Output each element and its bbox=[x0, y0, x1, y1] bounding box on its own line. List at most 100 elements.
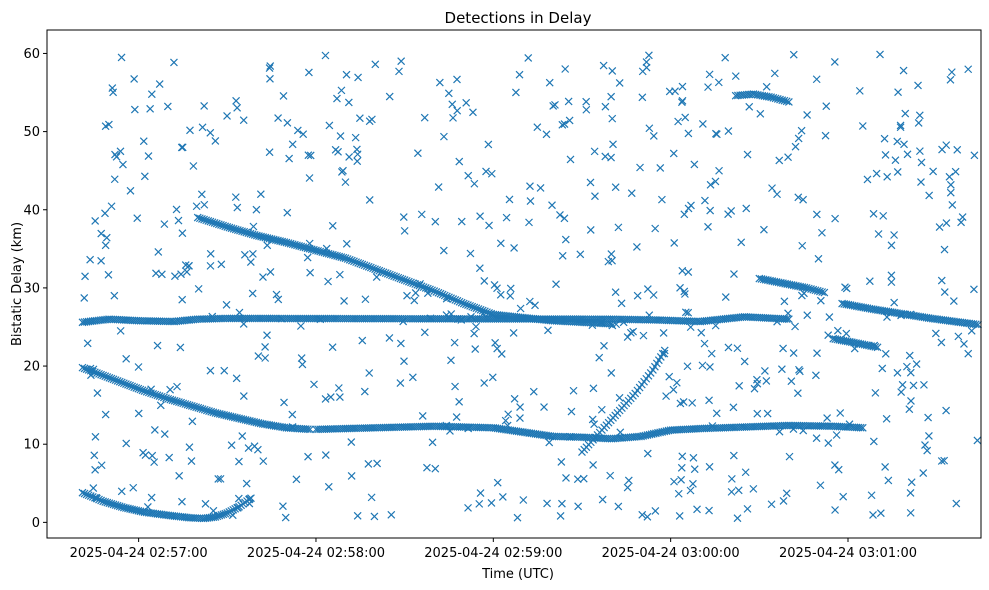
noise-point bbox=[533, 123, 542, 132]
track-point bbox=[354, 258, 363, 267]
noise-point bbox=[683, 362, 692, 371]
noise-point bbox=[787, 377, 796, 386]
noise-point bbox=[147, 385, 156, 394]
noise-point bbox=[970, 151, 979, 160]
track-point bbox=[204, 216, 213, 225]
noise-point bbox=[753, 379, 762, 388]
noise-point bbox=[600, 341, 608, 350]
noise-point bbox=[335, 270, 344, 279]
noise-point bbox=[220, 366, 229, 375]
noise-point bbox=[636, 163, 644, 172]
noise-point bbox=[345, 153, 354, 161]
noise-point bbox=[887, 271, 896, 280]
noise-point bbox=[249, 222, 258, 231]
noise-point bbox=[288, 423, 297, 431]
noise-point bbox=[576, 250, 585, 259]
noise-point bbox=[178, 497, 186, 506]
noise-point bbox=[907, 397, 915, 405]
noise-point bbox=[608, 256, 616, 265]
noise-point bbox=[608, 67, 617, 75]
noise-point bbox=[816, 481, 825, 490]
noise-point bbox=[836, 409, 845, 417]
track-point bbox=[407, 278, 415, 287]
noise-point bbox=[148, 451, 157, 460]
track-point bbox=[402, 276, 411, 285]
noise-point bbox=[887, 278, 896, 287]
noise-point bbox=[347, 472, 356, 480]
noise-point bbox=[154, 247, 163, 256]
noise-point bbox=[347, 438, 356, 446]
noise-point bbox=[211, 137, 220, 145]
noise-point bbox=[914, 119, 923, 127]
noise-point bbox=[239, 319, 248, 328]
noise-point bbox=[548, 201, 556, 210]
noise-point bbox=[545, 438, 554, 447]
noise-point bbox=[601, 102, 610, 111]
noise-point bbox=[371, 60, 380, 69]
noise-point bbox=[823, 414, 832, 422]
noise-point bbox=[591, 192, 599, 201]
noise-point bbox=[812, 210, 821, 219]
noise-point bbox=[800, 289, 808, 298]
track-point bbox=[200, 405, 209, 414]
track-point bbox=[347, 256, 356, 265]
noise-point bbox=[638, 93, 647, 102]
noise-point bbox=[896, 121, 905, 130]
noise-point bbox=[724, 343, 733, 352]
noise-point bbox=[418, 412, 427, 420]
noise-point bbox=[651, 224, 660, 233]
noise-point bbox=[86, 371, 95, 380]
noise-point bbox=[566, 155, 575, 164]
noise-point bbox=[883, 313, 891, 322]
noise-point bbox=[321, 394, 330, 403]
noise-point bbox=[238, 432, 247, 441]
noise-point bbox=[588, 415, 597, 424]
track-point bbox=[142, 387, 151, 396]
noise-point bbox=[561, 65, 570, 73]
noise-point bbox=[153, 341, 162, 350]
track-point bbox=[436, 289, 445, 298]
y-tick-label: 10 bbox=[23, 438, 40, 453]
noise-point bbox=[909, 381, 918, 390]
noise-point bbox=[355, 114, 364, 123]
noise-point bbox=[870, 341, 879, 350]
noise-point bbox=[777, 365, 786, 374]
noise-point bbox=[206, 261, 215, 270]
noise-point bbox=[342, 239, 351, 248]
noise-point bbox=[261, 342, 270, 351]
noise-point bbox=[365, 195, 374, 204]
noise-point bbox=[775, 156, 784, 165]
track-point bbox=[126, 381, 134, 390]
noise-point bbox=[589, 460, 598, 469]
track-point bbox=[360, 261, 369, 270]
noise-point bbox=[937, 457, 946, 465]
noise-point bbox=[644, 51, 653, 60]
noise-point bbox=[299, 130, 308, 139]
noise-point bbox=[869, 511, 877, 519]
noise-point bbox=[689, 453, 698, 462]
noise-point bbox=[101, 209, 109, 218]
noise-point bbox=[671, 87, 679, 96]
noise-point bbox=[442, 294, 451, 303]
noise-point bbox=[607, 250, 616, 259]
noise-point bbox=[457, 315, 466, 324]
noise-point bbox=[526, 182, 534, 191]
noise-point bbox=[198, 123, 207, 132]
y-tick-label: 40 bbox=[23, 203, 40, 218]
noise-point bbox=[185, 261, 193, 270]
track-point bbox=[971, 320, 980, 329]
noise-point bbox=[544, 326, 552, 335]
track-point bbox=[90, 493, 99, 502]
noise-point bbox=[690, 160, 699, 169]
noise-point bbox=[676, 283, 684, 292]
track-point bbox=[200, 215, 208, 224]
noise-point bbox=[510, 394, 519, 403]
noise-point bbox=[919, 469, 928, 478]
track-point bbox=[206, 217, 215, 226]
noise-point bbox=[470, 179, 479, 188]
track-point bbox=[464, 301, 472, 310]
noise-point bbox=[411, 289, 420, 297]
noise-point bbox=[464, 171, 473, 180]
noise-point bbox=[543, 499, 551, 508]
noise-point bbox=[824, 439, 833, 447]
